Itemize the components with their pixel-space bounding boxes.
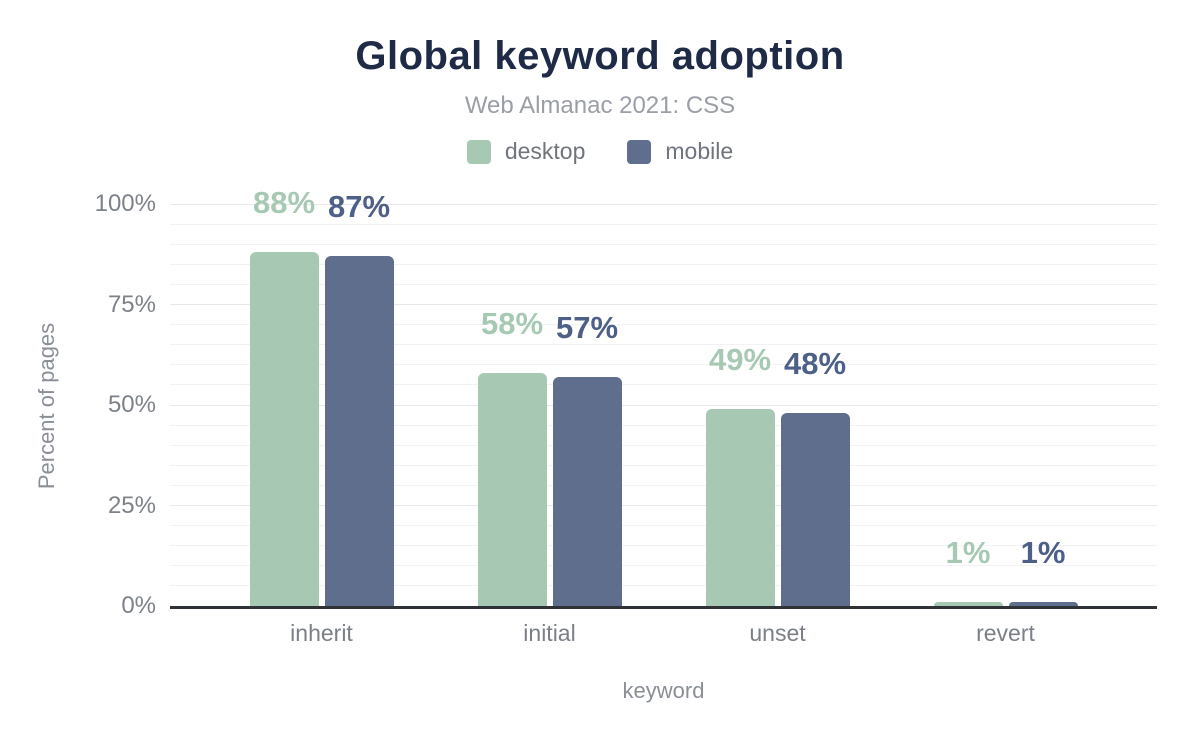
gridline-60 bbox=[170, 364, 1157, 366]
gridline-20 bbox=[170, 525, 1157, 527]
value-label-mobile-inherit: 87% bbox=[327, 189, 391, 225]
chart-title: Global keyword adoption bbox=[355, 34, 845, 78]
bar-desktop-initial[interactable] bbox=[477, 372, 547, 606]
y-tick-75: 75% bbox=[107, 290, 156, 318]
gridline-95 bbox=[170, 223, 1157, 225]
legend-label-desktop: desktop bbox=[504, 138, 586, 164]
gridline-15 bbox=[170, 545, 1157, 547]
bar-mobile-initial[interactable] bbox=[552, 376, 622, 606]
x-axis-title: keyword bbox=[622, 678, 705, 703]
legend-swatch-desktop-icon bbox=[466, 139, 491, 164]
x-axis-line bbox=[170, 606, 1157, 609]
legend-swatch-mobile-icon bbox=[627, 139, 652, 164]
gridline-90 bbox=[170, 243, 1157, 245]
value-label-desktop-unset: 49% bbox=[708, 342, 772, 378]
bar-mobile-inherit[interactable] bbox=[324, 256, 394, 606]
bar-desktop-unset[interactable] bbox=[705, 409, 775, 606]
gridline-55 bbox=[170, 384, 1157, 386]
value-label-desktop-inherit: 88% bbox=[252, 185, 316, 221]
value-label-mobile-initial: 57% bbox=[555, 309, 619, 345]
gridline-50 bbox=[170, 404, 1157, 406]
gridline-70 bbox=[170, 324, 1157, 326]
bar-mobile-revert[interactable] bbox=[1008, 601, 1078, 606]
legend-item-mobile[interactable]: mobile bbox=[627, 138, 733, 165]
x-category-revert: revert bbox=[976, 620, 1035, 646]
x-category-unset: unset bbox=[749, 620, 806, 646]
value-label-desktop-revert: 1% bbox=[945, 534, 991, 570]
bar-mobile-unset[interactable] bbox=[780, 413, 850, 606]
gridline-85 bbox=[170, 263, 1157, 265]
y-tick-0: 0% bbox=[121, 592, 156, 619]
chart-subtitle: Web Almanac 2021: CSS bbox=[464, 92, 736, 119]
bar-desktop-inherit[interactable] bbox=[249, 252, 319, 606]
gridline-25 bbox=[170, 505, 1157, 506]
x-category-initial: initial bbox=[523, 620, 576, 646]
value-label-mobile-unset: 48% bbox=[783, 346, 847, 382]
value-label-desktop-initial: 58% bbox=[480, 305, 544, 341]
y-tick-50: 50% bbox=[107, 391, 156, 418]
gridline-75 bbox=[170, 304, 1157, 305]
gridline-40 bbox=[170, 444, 1157, 446]
gridline-80 bbox=[170, 283, 1157, 285]
gridline-65 bbox=[170, 344, 1157, 346]
gridline-45 bbox=[170, 424, 1157, 426]
x-category-inherit: inherit bbox=[290, 620, 353, 646]
value-label-mobile-revert: 1% bbox=[1020, 534, 1066, 570]
y-tick-25: 25% bbox=[107, 491, 156, 519]
legend: desktop mobile bbox=[0, 138, 1200, 165]
gridline-5 bbox=[170, 585, 1157, 587]
gridline-10 bbox=[170, 565, 1157, 567]
gridline-35 bbox=[170, 464, 1157, 466]
bar-desktop-revert[interactable] bbox=[933, 601, 1003, 606]
legend-label-mobile: mobile bbox=[665, 138, 734, 164]
gridline-30 bbox=[170, 484, 1157, 486]
legend-item-desktop[interactable]: desktop bbox=[466, 138, 586, 165]
gridline-100 bbox=[170, 203, 1157, 205]
y-tick-100: 100% bbox=[94, 190, 156, 217]
